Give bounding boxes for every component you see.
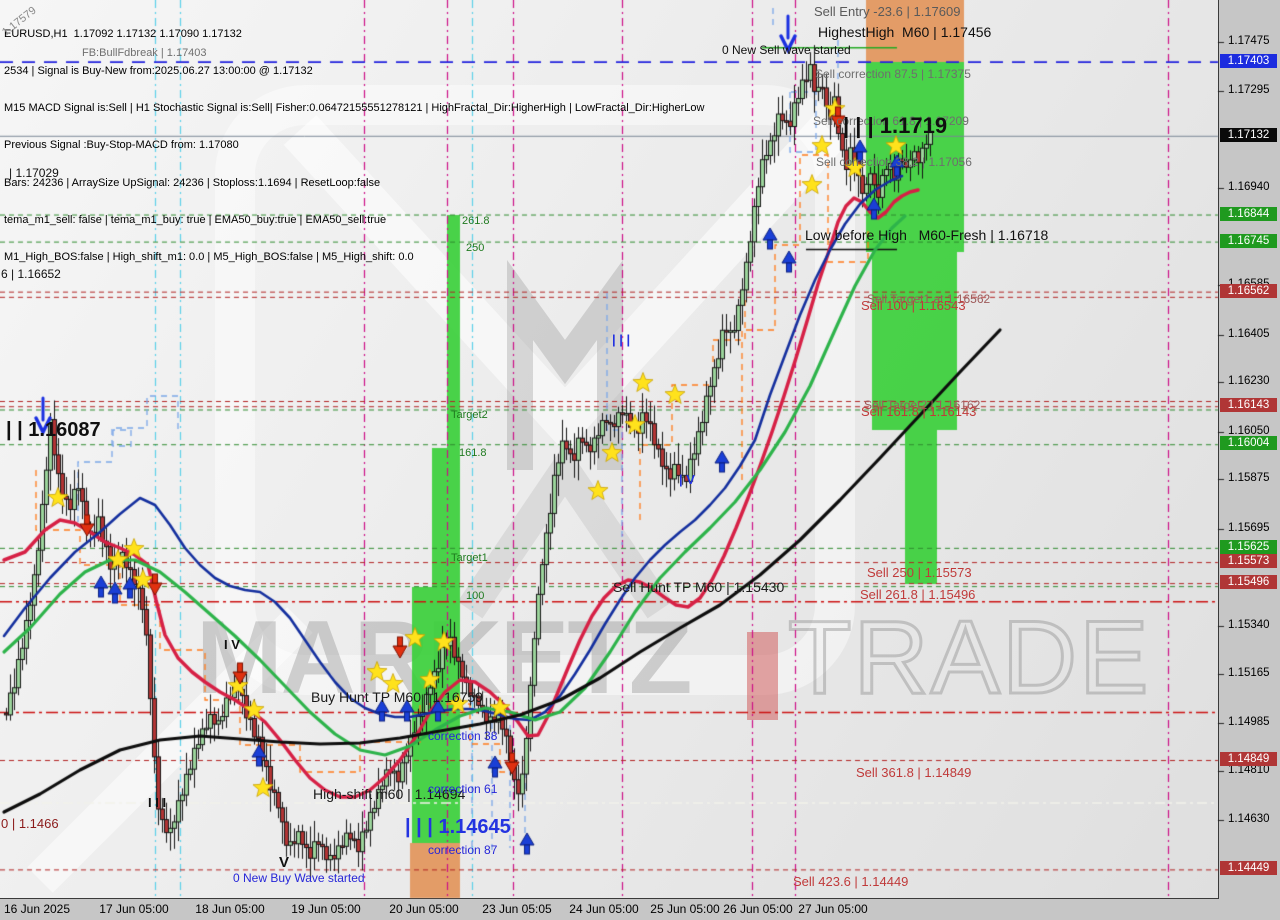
chart-annotation-label: Sell Hunt TP M60 | 1.15430: [613, 579, 785, 595]
price-level-box: 1.16745: [1220, 233, 1277, 248]
price-level-box: 1.16004: [1220, 436, 1277, 451]
chart-annotation-label: Sell Target2 | 1.16162: [864, 398, 981, 412]
price-tick-label: 1.14630: [1228, 812, 1270, 825]
chart-annotation-label: | 1.17029: [9, 166, 59, 180]
price-tick-label: 1.15875: [1228, 472, 1270, 485]
chart-annotation-label: 6 | 1.16652: [1, 267, 61, 281]
chart-annotation-label: | | |: [612, 332, 631, 347]
chart-annotation-label: Sell 161.8 | 1.16143: [861, 404, 977, 419]
chart-annotation-label: 100: [466, 590, 485, 602]
price-tick-label: 1.17475: [1228, 34, 1270, 47]
chart-annotation-label: Sell 423.6 | 1.14449: [793, 874, 909, 889]
date-tick-label: 26 Jun 05:00: [723, 902, 793, 916]
date-tick-label: 20 Jun 05:00: [389, 902, 459, 916]
chart-annotation-label: Target1: [451, 552, 488, 564]
chart-annotation-label: High-shift m60 | 1.14694: [313, 786, 466, 802]
chart-annotation-label: Sell Entry -23.6 | 1.17609: [814, 4, 961, 19]
chart-annotation-label: HighestHigh M60 | 1.17456: [818, 24, 992, 40]
price-level-box: 1.15625: [1220, 539, 1277, 554]
chart-annotation-label: 261.8: [462, 215, 490, 227]
indicator-line: M15 MACD Signal is:Sell | H1 Stochastic …: [4, 102, 705, 115]
price-level-box: 1.16562: [1220, 283, 1277, 298]
time-axis[interactable]: 16 Jun 2025 17 Jun 05:00 18 Jun 05:00 19 Ju…: [0, 900, 1218, 920]
date-tick-label: 17 Jun 05:00: [99, 902, 169, 916]
chart-annotation-label: 0 New Sell wave started: [722, 43, 851, 57]
date-tick-label: 24 Jun 05:00: [569, 902, 639, 916]
price-axis[interactable]: 1.174751.172951.169401.165851.164051.162…: [1219, 0, 1280, 898]
price-level-box: 1.15573: [1220, 554, 1277, 569]
fdbreak-overlay-label: FB:BullFdbreak | 1.17403: [82, 47, 207, 59]
chart-annotation-label: | | 1.16087: [6, 419, 101, 441]
date-tick-label: 19 Jun 05:00: [291, 902, 361, 916]
price-tick-label: 1.15165: [1228, 666, 1270, 679]
chart-annotation-label: | | | 1.14645: [405, 816, 511, 838]
price-tick-label: 1.14810: [1228, 763, 1270, 776]
date-tick-label: 18 Jun 05:00: [195, 902, 265, 916]
price-level-box: 1.17132: [1220, 127, 1277, 142]
chart-annotation-label: Sell correction 87.5 | 1.17375: [815, 67, 971, 81]
price-tick-label: 1.15695: [1228, 521, 1270, 534]
price-level-box: 1.17403: [1220, 53, 1277, 68]
chart-annotation-label: 161.8: [459, 447, 487, 459]
symbol-ohlc-line: EURUSD,H1 1.17092 1.17132 1.17090 1.1713…: [4, 27, 242, 40]
chart-annotation-label: I I I: [148, 795, 167, 810]
price-level-box: 1.15496: [1220, 575, 1277, 590]
chart-annotation-label: 0 New Buy Wave started: [233, 871, 365, 885]
chart-annotation-label: Sell correction 61.8 | 1.17209: [813, 114, 969, 128]
chart-annotation-label: Target2: [451, 409, 488, 421]
chart-annotation-label: correction 38: [428, 729, 498, 743]
signal-line: 2534 | Signal is Buy-New from:2025.06.27…: [4, 65, 313, 78]
price-level-box: 1.14449: [1220, 861, 1277, 876]
price-tick-label: 1.16050: [1228, 424, 1270, 437]
chart-annotation-label: Sell Target1 at 1.16562: [867, 292, 991, 306]
price-level-box: 1.14849: [1220, 752, 1277, 767]
price-tick-label: 1.16405: [1228, 327, 1270, 340]
price-tick-label: 1.17295: [1228, 84, 1270, 97]
chart-annotation-label: Low before High M60-Fresh | 1.16718: [805, 227, 1049, 243]
price-level-box: 1.16143: [1220, 398, 1277, 413]
date-tick-label: 23 Jun 05:05: [482, 902, 552, 916]
chart-annotation-label: | V: [679, 472, 695, 487]
price-tick-label: 1.15340: [1228, 618, 1270, 631]
tema-ema-line: tema_m1_sell: false | tema_m1_buy: true …: [4, 213, 387, 226]
price-level-box: 1.16844: [1220, 206, 1277, 221]
date-tick-label: 25 Jun 05:00: [650, 902, 720, 916]
chart-annotation-label: correction 87: [428, 843, 498, 857]
chart-annotation-label: V: [279, 854, 290, 871]
bars-stoploss-line: Bars: 24236 | ArraySize UpSignal: 24236 …: [4, 176, 381, 189]
previous-signal-line: Previous Signal :Buy-Stop-MACD from: 1.1…: [4, 139, 239, 152]
date-tick-label: 27 Jun 05:00: [798, 902, 868, 916]
chart-annotation-label: Sell 100 | 1.16543: [861, 298, 966, 313]
chart-annotation-label: correction 61: [428, 782, 498, 796]
chart-annotation-label: | | | 1.1719: [843, 113, 948, 138]
expert-info-panel: EURUSD,H1 1.17092 1.17132 1.17090 1.1713…: [0, 3, 705, 313]
date-tick-label: 16 Jun 2025: [3, 902, 71, 916]
price-tick-label: 1.16230: [1228, 375, 1270, 388]
price-tick-label: 1.14985: [1228, 715, 1270, 728]
bos-shift-line: M1_High_BOS:false | High_shift_m1: 0.0 |…: [4, 251, 414, 264]
chart-annotation-label: Buy Hunt TP M60 | 1.16759: [311, 689, 484, 705]
chart-annotation-label: Sell 361.8 | 1.14849: [856, 765, 972, 780]
chart-annotation-label: Sell correction 38.2 | 1.17056: [816, 155, 972, 169]
price-tick-label: 1.16940: [1228, 181, 1270, 194]
chart-annotation-label: 0 | 1.1466: [1, 816, 59, 831]
chart-annotation-label: Sell 250 | 1.15573: [867, 565, 972, 580]
chart-annotation-label: I V: [224, 637, 240, 652]
chart-annotation-label: 250: [466, 242, 485, 254]
chart-annotation-label: Sell 261.8 | 1.15496: [860, 587, 976, 602]
